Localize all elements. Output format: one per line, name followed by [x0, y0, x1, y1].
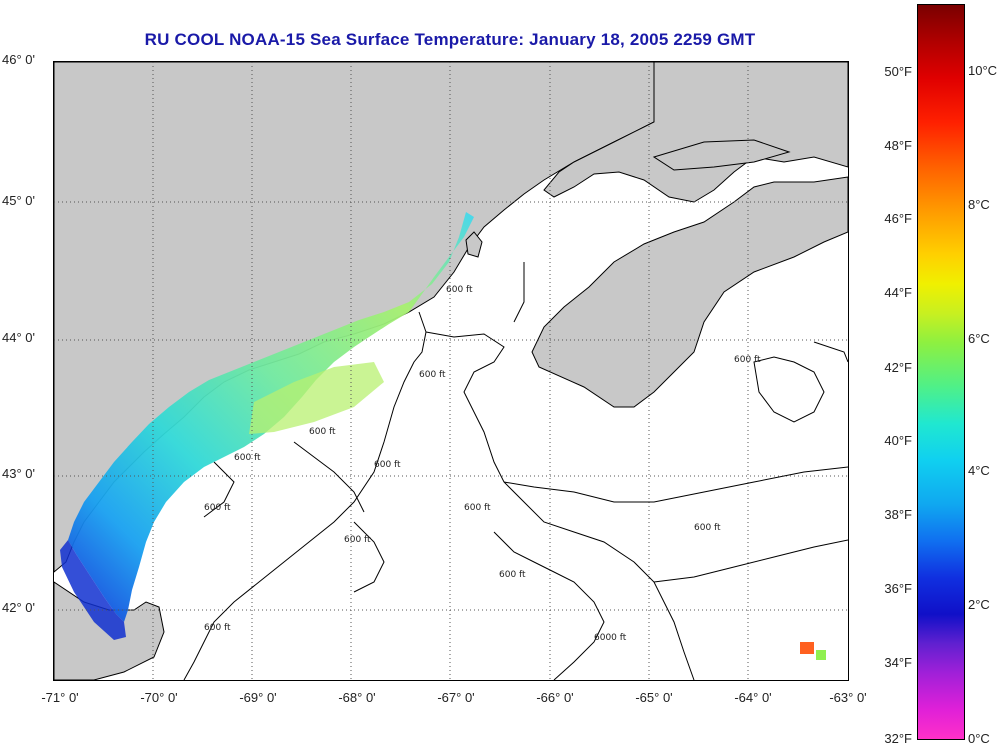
contour-label: 6000 ft [594, 633, 627, 643]
temperature-colorbar [917, 4, 965, 740]
colorbar-f-label: 42°F [884, 360, 912, 375]
contour-label: 600 ft [204, 503, 231, 513]
contour-label: 600 ft [344, 535, 371, 545]
colorbar-c-label: 8°C [968, 197, 990, 212]
contour-label: 600 ft [694, 523, 721, 533]
sst-map[interactable]: 600 ft 600 ft 600 ft 600 ft 600 ft 600 f… [53, 61, 849, 681]
contour-label: 600 ft [419, 370, 446, 380]
colorbar-f-label: 44°F [884, 285, 912, 300]
colorbar-f-label: 46°F [884, 211, 912, 226]
land-new-brunswick [543, 62, 848, 203]
colorbar-f-label: 32°F [884, 731, 912, 746]
contour-label: 600 ft [309, 427, 336, 437]
colorbar-f-label: 40°F [884, 433, 912, 448]
colorbar-f-label: 48°F [884, 138, 912, 153]
graticule [54, 62, 848, 680]
contour-label: 600 ft [499, 570, 526, 580]
contour-label: 600 ft [204, 623, 231, 633]
longitude-label: -64° 0' [734, 690, 772, 705]
contour-label: 600 ft [374, 460, 401, 470]
contour-labels: 600 ft 600 ft 600 ft 600 ft 600 ft 600 f… [204, 285, 761, 643]
latitude-label: 44° 0' [2, 330, 35, 345]
sst-pixel-cluster [800, 642, 814, 654]
latitude-label: 46° 0' [2, 52, 35, 67]
longitude-label: -63° 0' [829, 690, 867, 705]
bathymetry-contours [183, 262, 848, 680]
longitude-label: -70° 0' [140, 690, 178, 705]
land-grand-manan [465, 231, 483, 258]
colorbar-c-label: 0°C [968, 731, 990, 746]
latitude-label: 43° 0' [2, 466, 35, 481]
longitude-label: -67° 0' [437, 690, 475, 705]
colorbar-f-label: 38°F [884, 507, 912, 522]
longitude-label: -65° 0' [635, 690, 673, 705]
contour-label: 600 ft [464, 503, 491, 513]
latitude-label: 42° 0' [2, 600, 35, 615]
colorbar-c-label: 10°C [968, 63, 998, 78]
sst-warm-patch [249, 362, 384, 434]
latitude-label: 45° 0' [2, 193, 35, 208]
longitude-label: -71° 0' [41, 690, 79, 705]
longitude-label: -69° 0' [239, 690, 277, 705]
colorbar-c-label: 6°C [968, 331, 990, 346]
colorbar-c-label: 2°C [968, 597, 990, 612]
land-pei [652, 139, 791, 171]
contour-label: 600 ft [734, 355, 761, 365]
colorbar-f-label: 36°F [884, 581, 912, 596]
sst-cold-edge [60, 540, 126, 640]
colorbar-c-label: 4°C [968, 463, 990, 478]
longitude-label: -66° 0' [536, 690, 574, 705]
colorbar-f-label: 34°F [884, 655, 912, 670]
sst-pixel-cluster-2 [816, 650, 826, 660]
contour-label: 600 ft [446, 285, 473, 295]
land-nova-scotia [531, 176, 848, 408]
colorbar-f-label: 50°F [884, 64, 912, 79]
contour-label: 600 ft [234, 453, 261, 463]
map-canvas: 600 ft 600 ft 600 ft 600 ft 600 ft 600 f… [54, 62, 848, 680]
map-title: RU COOL NOAA-15 Sea Surface Temperature:… [144, 30, 756, 49]
longitude-label: -68° 0' [338, 690, 376, 705]
